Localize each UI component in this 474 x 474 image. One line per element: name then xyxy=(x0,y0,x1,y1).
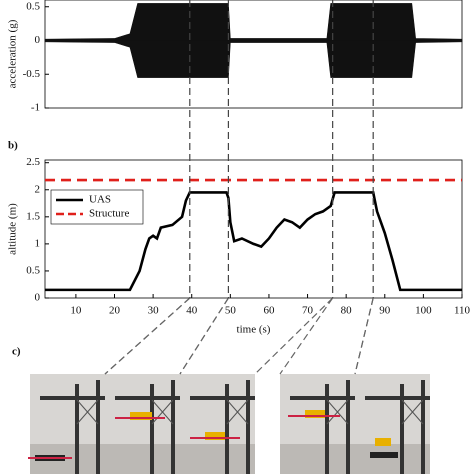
legend-label: Structure xyxy=(89,208,129,220)
plot-frame xyxy=(44,159,463,299)
panel-label: c) xyxy=(12,346,21,358)
legend-box xyxy=(50,189,144,225)
y-tick-label: 1 xyxy=(35,237,41,249)
plot-frame xyxy=(44,0,463,109)
legend-label: UAS xyxy=(89,194,111,206)
x-tick-label: 40 xyxy=(186,305,198,317)
x-tick-label: 20 xyxy=(109,305,121,317)
y-tick-label: 0.5 xyxy=(26,264,40,276)
connector xyxy=(354,297,374,375)
y-axis-label: altitude (m) xyxy=(7,203,19,255)
series-line xyxy=(45,191,462,292)
photos xyxy=(28,373,431,474)
y-tick-label: -1 xyxy=(31,102,40,114)
connector xyxy=(254,297,334,375)
panel-label: b) xyxy=(8,140,18,152)
x-tick-label: 30 xyxy=(148,305,160,317)
y-tick-label: 2 xyxy=(35,183,41,195)
x-tick-label: 90 xyxy=(379,305,391,317)
y-tick-label: 0 xyxy=(35,292,41,304)
x-tick-label: 100 xyxy=(415,305,432,317)
x-tick-label: 80 xyxy=(341,305,353,317)
x-tick-label: 110 xyxy=(454,305,471,317)
y-tick-label: -0.5 xyxy=(23,68,41,80)
x-tick-label: 10 xyxy=(70,305,82,317)
x-tick-label: 50 xyxy=(225,305,237,317)
signal-envelope xyxy=(44,3,463,41)
connector xyxy=(279,297,334,375)
x-axis-label: time (s) xyxy=(237,324,271,336)
y-tick-label: 2.5 xyxy=(26,156,40,168)
connector xyxy=(104,297,191,375)
signal-envelope xyxy=(44,40,463,78)
y-tick-label: 1.5 xyxy=(26,210,40,222)
x-tick-label: 70 xyxy=(302,305,314,317)
connector xyxy=(179,297,229,375)
x-tick-label: 60 xyxy=(263,305,275,317)
y-tick-label: 0 xyxy=(35,34,41,46)
y-axis-label: acceleration (g) xyxy=(7,19,19,88)
y-tick-label: 0.5 xyxy=(26,0,40,12)
